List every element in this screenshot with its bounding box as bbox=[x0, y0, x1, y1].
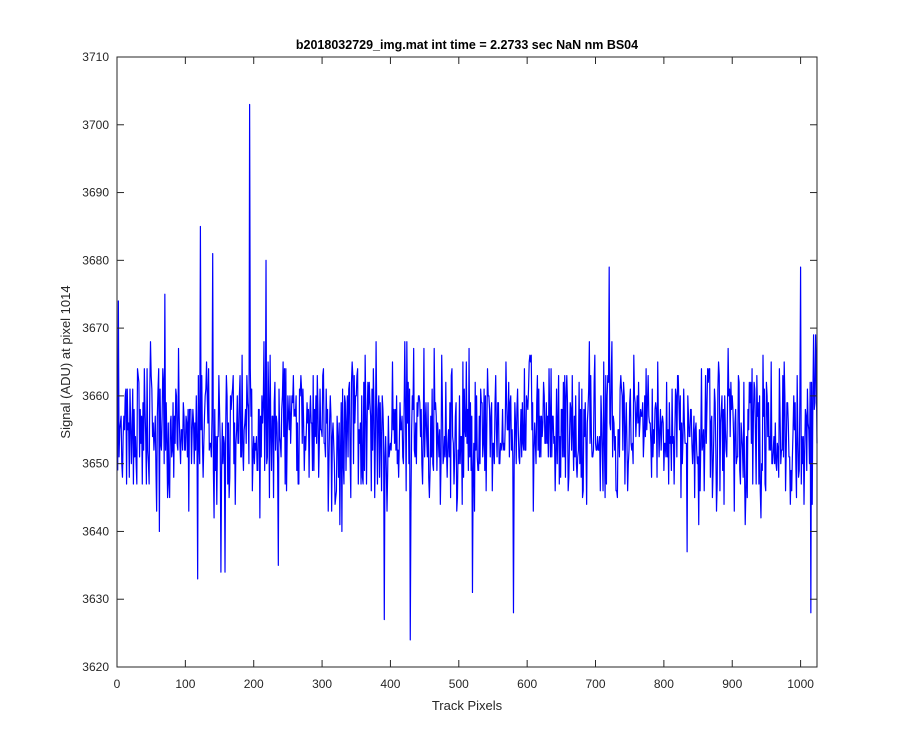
y-tick-label: 3640 bbox=[82, 524, 109, 538]
y-tick-label: 3620 bbox=[82, 660, 109, 674]
x-tick-label: 200 bbox=[244, 677, 264, 691]
y-tick-label: 3630 bbox=[82, 592, 109, 606]
x-tick-label: 900 bbox=[722, 677, 742, 691]
y-tick-label: 3680 bbox=[82, 253, 109, 267]
x-tick-label: 700 bbox=[586, 677, 606, 691]
x-tick-label: 0 bbox=[114, 677, 121, 691]
series-group bbox=[117, 103, 818, 641]
axes-frame bbox=[116, 56, 818, 668]
y-tick-label: 3670 bbox=[82, 321, 109, 335]
y-tick-label: 3650 bbox=[82, 457, 109, 471]
y-tick-label: 3690 bbox=[82, 186, 109, 200]
axes-box bbox=[117, 57, 817, 667]
x-axis-label: Track Pixels bbox=[432, 698, 503, 713]
x-tick-label: 400 bbox=[380, 677, 400, 691]
x-tick-label: 100 bbox=[175, 677, 195, 691]
y-tick-label: 3710 bbox=[82, 50, 109, 64]
y-tick-label: 3700 bbox=[82, 118, 109, 132]
x-tick-label: 800 bbox=[654, 677, 674, 691]
y-axis-label: Signal (ADU) at pixel 1014 bbox=[58, 285, 73, 438]
x-tick-label: 500 bbox=[449, 677, 469, 691]
y-tick-label: 3660 bbox=[82, 389, 109, 403]
x-tick-label: 1000 bbox=[787, 677, 814, 691]
x-tick-label: 600 bbox=[517, 677, 537, 691]
chart-title: b2018032729_img.mat int time = 2.2733 se… bbox=[296, 38, 638, 52]
ticks-group: 0 100 200 300 400 500 600 700 800 900 1000 3620 3630… bbox=[82, 50, 817, 691]
series-line bbox=[117, 103, 818, 641]
plot-area: 0 100 200 300 400 500 600 700 800 900 1000 3620 3630… bbox=[82, 50, 818, 691]
x-tick-label: 300 bbox=[312, 677, 332, 691]
